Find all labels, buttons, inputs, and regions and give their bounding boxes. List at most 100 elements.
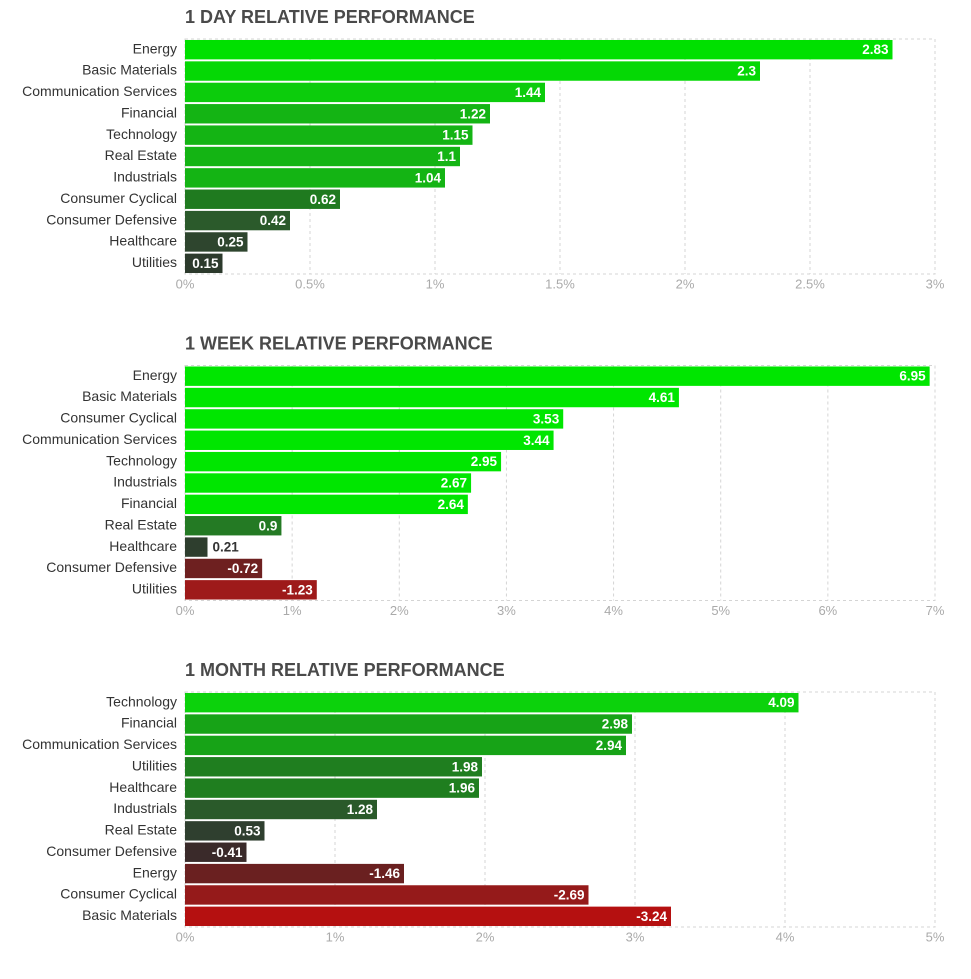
- x-tick-label: 1%: [283, 603, 302, 618]
- value-label: 0.42: [260, 213, 286, 228]
- category-label: Financial: [121, 495, 177, 511]
- bar: [185, 451, 502, 472]
- value-label: -1.46: [369, 866, 400, 881]
- bar: [185, 842, 247, 862]
- value-label: -3.24: [636, 909, 667, 924]
- category-label: Real Estate: [105, 822, 178, 838]
- bar: [185, 863, 404, 884]
- x-tick-label: 2%: [390, 603, 409, 618]
- category-label: Communication Services: [22, 83, 177, 99]
- category-label: Basic Materials: [82, 907, 177, 923]
- chart-title: 1 WEEK RELATIVE PERFORMANCE: [185, 333, 493, 353]
- bar: [185, 799, 377, 820]
- bar: [185, 409, 564, 429]
- category-label: Energy: [133, 367, 177, 383]
- value-label: 1.98: [452, 759, 479, 774]
- category-label: Basic Materials: [82, 62, 177, 78]
- value-label: 0.53: [234, 823, 261, 838]
- category-label: Industrials: [113, 169, 177, 185]
- value-label: 1.1: [437, 149, 456, 164]
- category-label: Technology: [106, 452, 177, 468]
- x-tick-label: 3%: [626, 929, 645, 944]
- value-label: -0.72: [227, 561, 258, 576]
- category-label: Utilities: [132, 581, 177, 597]
- bar: [185, 906, 671, 927]
- value-label: -1.23: [282, 582, 313, 597]
- x-tick-label: 6%: [818, 603, 837, 618]
- category-label: Healthcare: [109, 233, 177, 249]
- bar: [185, 366, 930, 386]
- bar: [185, 39, 893, 60]
- category-label: Energy: [133, 864, 177, 880]
- bar: [185, 714, 632, 734]
- x-tick-label: 2%: [676, 276, 695, 291]
- bar: [185, 516, 282, 536]
- value-label: 3.44: [523, 433, 550, 448]
- value-label: 2.98: [602, 717, 629, 732]
- bar: [185, 580, 317, 600]
- value-label: 4.09: [768, 695, 794, 710]
- chart-title: 1 DAY RELATIVE PERFORMANCE: [185, 7, 475, 27]
- bar: [185, 735, 626, 756]
- x-tick-label: 1%: [326, 929, 345, 944]
- bar: [185, 430, 554, 450]
- x-tick-label: 0.5%: [295, 276, 325, 291]
- category-label: Industrials: [113, 474, 177, 490]
- category-label: Consumer Defensive: [46, 559, 177, 575]
- category-label: Technology: [106, 693, 177, 709]
- value-label: -0.41: [212, 845, 243, 860]
- bar: [185, 692, 799, 713]
- bar: [185, 232, 248, 252]
- category-label: Real Estate: [105, 516, 178, 532]
- x-tick-label: 2.5%: [795, 276, 825, 291]
- bar: [185, 125, 473, 145]
- category-label: Consumer Cyclical: [60, 190, 177, 206]
- bar: [185, 821, 265, 841]
- x-tick-label: 1%: [426, 276, 445, 291]
- bar: [185, 253, 223, 274]
- bar: [185, 61, 760, 81]
- x-tick-label: 3%: [497, 603, 516, 618]
- plot-border: [184, 365, 936, 601]
- value-label: 2.3: [737, 64, 756, 79]
- category-label: Consumer Defensive: [46, 843, 177, 859]
- category-label: Consumer Cyclical: [60, 410, 177, 426]
- category-label: Healthcare: [109, 538, 177, 554]
- category-label: Consumer Cyclical: [60, 886, 177, 902]
- category-label: Utilities: [132, 757, 177, 773]
- bar: [185, 757, 482, 777]
- value-label: 0.21: [213, 540, 240, 555]
- category-label: Utilities: [132, 254, 177, 270]
- category-label: Technology: [106, 126, 177, 142]
- bar: [185, 189, 340, 209]
- value-label: 6.95: [899, 369, 926, 384]
- value-label: 0.25: [217, 235, 244, 250]
- x-tick-label: 4%: [604, 603, 623, 618]
- category-label: Financial: [121, 104, 177, 120]
- x-tick-label: 4%: [776, 929, 795, 944]
- value-label: 1.44: [515, 85, 542, 100]
- value-label: 0.15: [192, 256, 219, 271]
- bar: [185, 387, 679, 408]
- chart-title: 1 MONTH RELATIVE PERFORMANCE: [185, 660, 505, 680]
- x-tick-label: 0%: [176, 929, 195, 944]
- value-label: 1.28: [347, 802, 374, 817]
- x-tick-label: 0%: [176, 276, 195, 291]
- category-label: Consumer Defensive: [46, 211, 177, 227]
- category-label: Healthcare: [109, 779, 177, 795]
- bar: [185, 168, 445, 188]
- value-label: 1.15: [442, 128, 469, 143]
- x-tick-label: 2%: [476, 929, 495, 944]
- value-label: 2.83: [862, 42, 889, 57]
- bar: [185, 778, 479, 798]
- x-tick-label: 1.5%: [545, 276, 575, 291]
- bar: [185, 473, 472, 493]
- value-label: 3.53: [533, 411, 560, 426]
- value-label: 2.64: [438, 497, 465, 512]
- x-tick-label: 0%: [176, 603, 195, 618]
- value-label: 0.9: [259, 518, 278, 533]
- category-label: Communication Services: [22, 431, 177, 447]
- bar: [185, 885, 589, 905]
- x-tick-label: 3%: [926, 276, 945, 291]
